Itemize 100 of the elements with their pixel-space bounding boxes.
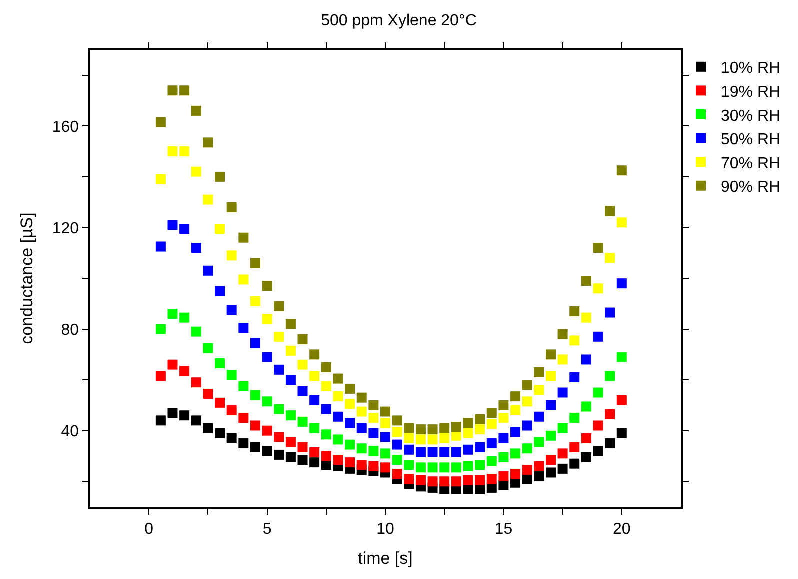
point: [215, 428, 226, 438]
point: [333, 374, 344, 384]
point: [558, 329, 568, 340]
point: [605, 253, 616, 264]
point: [238, 438, 249, 449]
point: [356, 406, 367, 417]
point: [570, 372, 580, 383]
point: [262, 314, 272, 324]
point: [274, 301, 284, 312]
point: [168, 86, 178, 96]
point: [203, 194, 214, 205]
point: [546, 455, 556, 466]
point: [593, 388, 604, 398]
point: [286, 346, 296, 356]
point: [250, 420, 260, 431]
point: [238, 232, 249, 243]
point: [250, 442, 260, 452]
point: [428, 476, 438, 487]
point: [250, 296, 260, 306]
point: [416, 447, 426, 458]
point: [156, 117, 166, 128]
legend-label: 90% RH: [721, 179, 781, 196]
point: [605, 206, 616, 216]
point: [226, 305, 237, 316]
x-tick-label: 10: [376, 520, 394, 538]
point: [486, 482, 497, 493]
point: [274, 432, 284, 442]
point: [498, 433, 509, 444]
point: [226, 433, 237, 444]
point: [558, 423, 568, 434]
point: [321, 362, 332, 372]
chart-title: 500 ppm Xylene 20°C: [321, 12, 477, 30]
point: [333, 455, 344, 466]
point: [380, 448, 390, 459]
point: [298, 386, 308, 396]
point: [581, 312, 592, 323]
point: [226, 370, 237, 380]
point: [180, 86, 190, 96]
point: [486, 419, 497, 430]
point: [156, 174, 166, 184]
point: [180, 366, 190, 376]
x-tick-label: 20: [613, 520, 631, 538]
point: [274, 450, 284, 460]
point: [180, 410, 190, 421]
point: [498, 400, 509, 410]
point: [534, 472, 544, 482]
point: [522, 444, 532, 454]
point: [605, 409, 616, 420]
point: [451, 430, 462, 441]
point: [616, 428, 627, 438]
point: [310, 395, 320, 406]
point: [498, 480, 509, 490]
point: [546, 371, 556, 382]
point: [180, 312, 190, 323]
point: [345, 399, 356, 410]
point: [238, 413, 249, 424]
point: [345, 458, 356, 468]
point: [380, 406, 390, 417]
point: [451, 447, 462, 458]
point: [593, 332, 604, 342]
y-tick-label: 160: [52, 118, 80, 136]
point: [486, 456, 497, 466]
point: [522, 465, 532, 476]
point: [356, 444, 367, 454]
point: [203, 343, 214, 354]
point: [570, 336, 580, 346]
point: [215, 286, 226, 296]
point: [356, 392, 367, 403]
point: [191, 378, 202, 388]
point: [310, 423, 320, 434]
point: [510, 478, 521, 488]
point: [616, 278, 627, 289]
point: [238, 323, 249, 334]
point: [616, 352, 627, 362]
point: [428, 462, 438, 473]
point: [168, 408, 178, 418]
point: [486, 438, 497, 449]
point: [250, 258, 260, 268]
point: [191, 243, 202, 254]
point: [558, 464, 568, 474]
point: [558, 354, 568, 365]
point: [440, 462, 450, 473]
x-axis-title: time [s]: [358, 548, 413, 568]
point: [274, 364, 284, 375]
point: [156, 371, 166, 382]
point: [368, 428, 379, 438]
point: [274, 404, 284, 414]
point: [498, 413, 509, 424]
point: [321, 404, 332, 414]
point: [321, 381, 332, 392]
point: [392, 440, 402, 450]
point: [203, 138, 214, 148]
point: [226, 406, 237, 416]
point: [404, 474, 414, 484]
point: [510, 468, 521, 479]
point: [605, 438, 616, 449]
point: [440, 476, 450, 487]
point: [451, 476, 462, 487]
point: [345, 384, 356, 394]
point: [356, 460, 367, 470]
